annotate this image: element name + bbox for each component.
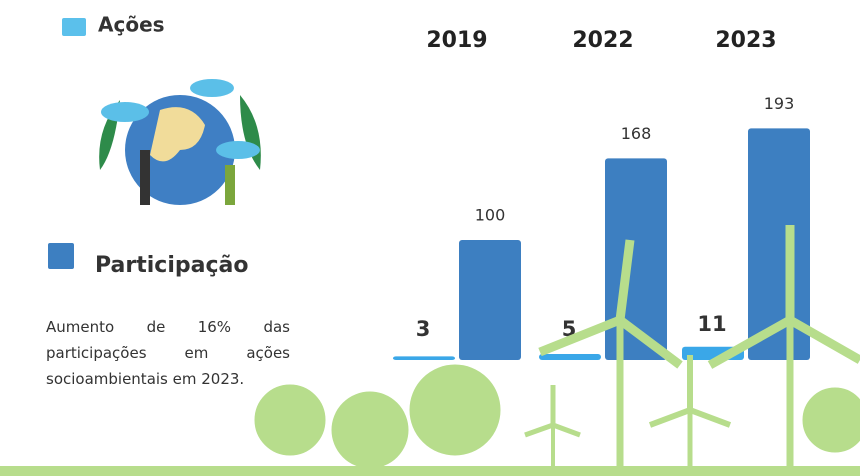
category-label: 2019: [426, 28, 487, 53]
ground: [0, 466, 860, 476]
bar: [539, 354, 601, 360]
turbine-blade: [707, 316, 793, 369]
legend-label: Participação: [95, 253, 248, 278]
value-label: 11: [697, 312, 726, 336]
person: [225, 165, 235, 205]
note: Aumento de 16% das participações em açõe…: [46, 318, 290, 388]
turbine-blade: [787, 316, 860, 364]
cloud: [101, 102, 149, 122]
legend-swatch: [48, 243, 74, 269]
category-label: 2023: [715, 28, 776, 53]
cloud: [216, 141, 260, 159]
value-label: 193: [764, 94, 795, 113]
turbine-blade: [617, 316, 683, 369]
value-label: 168: [621, 124, 652, 143]
landscape: [0, 225, 860, 476]
continent: [150, 107, 205, 162]
turbine-blade: [538, 315, 622, 357]
tree: [802, 387, 860, 453]
category-label: 2022: [572, 28, 633, 53]
turbine-blade: [552, 422, 581, 438]
turbine-blade: [688, 407, 732, 428]
bar: [459, 240, 521, 360]
person: [140, 150, 150, 205]
cloud: [190, 79, 234, 97]
tree: [409, 364, 501, 456]
turbine-blade: [524, 422, 554, 438]
value-label: 100: [475, 206, 506, 225]
legend-swatch: [62, 18, 86, 36]
tree: [254, 384, 326, 456]
globe-illustration: [99, 79, 261, 205]
turbine-blade: [648, 407, 692, 428]
tree: [331, 391, 409, 469]
legend-label: Ações: [98, 13, 165, 37]
bar: [393, 356, 455, 360]
turbine-blade: [615, 239, 635, 321]
value-label: 3: [416, 317, 431, 341]
